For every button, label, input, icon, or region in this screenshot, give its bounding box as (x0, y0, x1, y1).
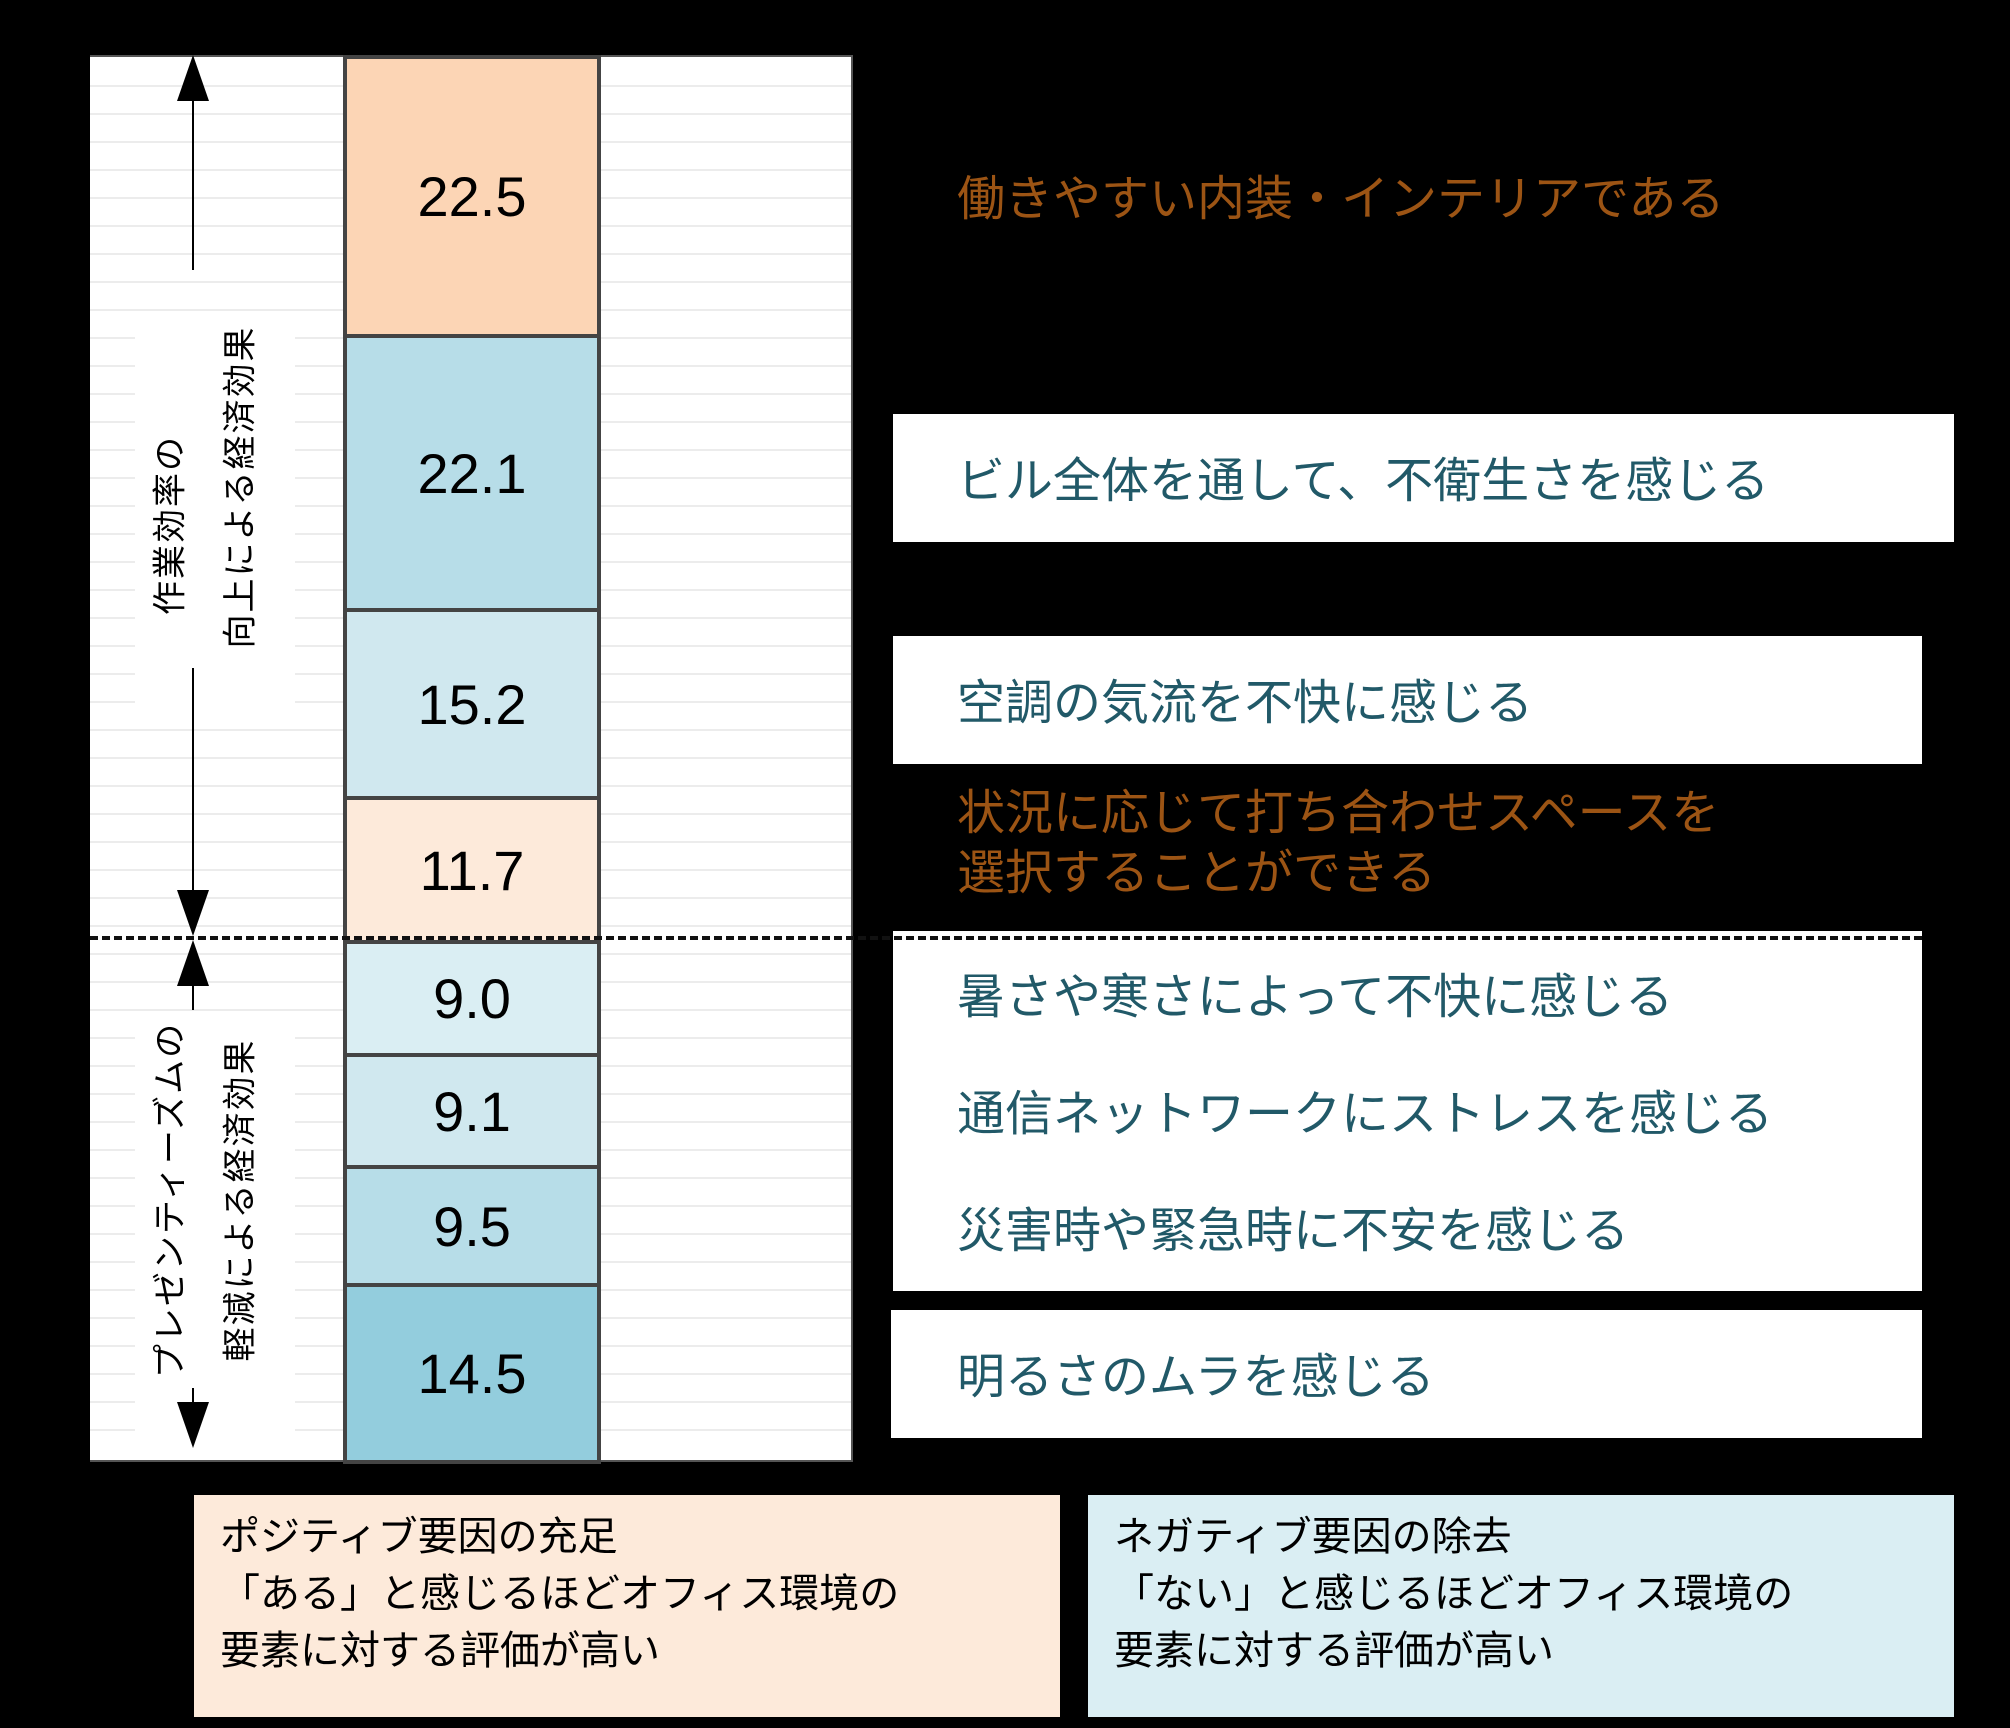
segment-value: 14.5 (417, 1342, 527, 1405)
label-box (893, 414, 1954, 542)
arrow-line (192, 980, 194, 1010)
arrow-line (192, 95, 194, 270)
arrow-up-icon (177, 55, 209, 101)
factor-label: ビル全体を通して、不衛生さを感じる (957, 453, 1770, 509)
legend-negative-title: ネガティブ要因の除去 (1114, 1514, 1512, 1560)
axis-label-lower-line1: プレゼンティーズムの (150, 1021, 191, 1379)
arrow-down-icon (177, 1402, 209, 1448)
label-backdrop (135, 327, 295, 727)
group-divider (90, 936, 1922, 940)
bar-segment: 9.5 (343, 1165, 601, 1287)
bar-segment: 22.1 (343, 334, 601, 612)
factor-label: 状況に応じて打ち合わせスペースを 選択することができる (957, 782, 1719, 905)
label-box (893, 636, 1922, 764)
factor-label: 暑さや寒さによって不快に感じる (957, 969, 1674, 1025)
label-backdrop (135, 1017, 295, 1447)
segment-value: 11.7 (419, 838, 525, 902)
segment-value: 22.1 (417, 441, 527, 505)
segment-value: 15.2 (417, 672, 527, 736)
legend-positive-title: ポジティブ要因の充足 (220, 1514, 618, 1560)
segment-value: 9.1 (433, 1079, 511, 1143)
label-box (891, 1310, 1922, 1438)
axis-label-upper-line2: 向上による経済効果 (220, 325, 261, 649)
bar-segment: 22.5 (343, 55, 601, 338)
label-box (893, 931, 1922, 1291)
segment-value: 22.5 (417, 165, 527, 228)
bar-segment: 14.5 (343, 1283, 601, 1464)
bar-segment: 9.0 (343, 940, 601, 1057)
legend-positive-desc1: 「ある」と感じるほどオフィス環境の (220, 1571, 900, 1617)
factor-label: 空調の気流を不快に感じる (957, 675, 1534, 731)
axis-label-lower-line2: 軽減による経済効果 (220, 1038, 261, 1362)
legend-positive: ポジティブ要因の充足 「ある」と感じるほどオフィス環境の 要素に対する評価が高い (194, 1495, 1060, 1717)
segment-value: 9.5 (433, 1194, 511, 1258)
factor-label: 災害時や緊急時に不安を感じる (957, 1203, 1630, 1259)
legend-negative: ネガティブ要因の除去 「ない」と感じるほどオフィス環境の 要素に対する評価が高い (1088, 1495, 1954, 1717)
legend-positive-desc2: 要素に対する評価が高い (220, 1628, 660, 1674)
bar-segment: 9.1 (343, 1053, 601, 1169)
factor-label-line2: 選択することができる (957, 845, 1437, 902)
arrow-line (192, 668, 194, 898)
factor-label: 働きやすい内装・インテリアである (957, 171, 1725, 227)
segment-value: 9.0 (433, 967, 511, 1030)
bar-segment: 11.7 (343, 796, 601, 944)
legend-negative-desc2: 要素に対する評価が高い (1114, 1628, 1554, 1674)
factor-label: 通信ネットワークにストレスを感じる (957, 1086, 1774, 1142)
legend-negative-desc1: 「ない」と感じるほどオフィス環境の (1114, 1571, 1794, 1617)
bar-segment: 15.2 (343, 608, 601, 800)
arrow-down-icon (177, 890, 209, 936)
arrow-up-icon (177, 940, 209, 986)
axis-label-upper-line1: 作業効率の (150, 435, 191, 615)
factor-label: 明るさのムラを感じる (957, 1349, 1435, 1405)
factor-label-line1: 状況に応じて打ち合わせスペースを (957, 785, 1720, 841)
